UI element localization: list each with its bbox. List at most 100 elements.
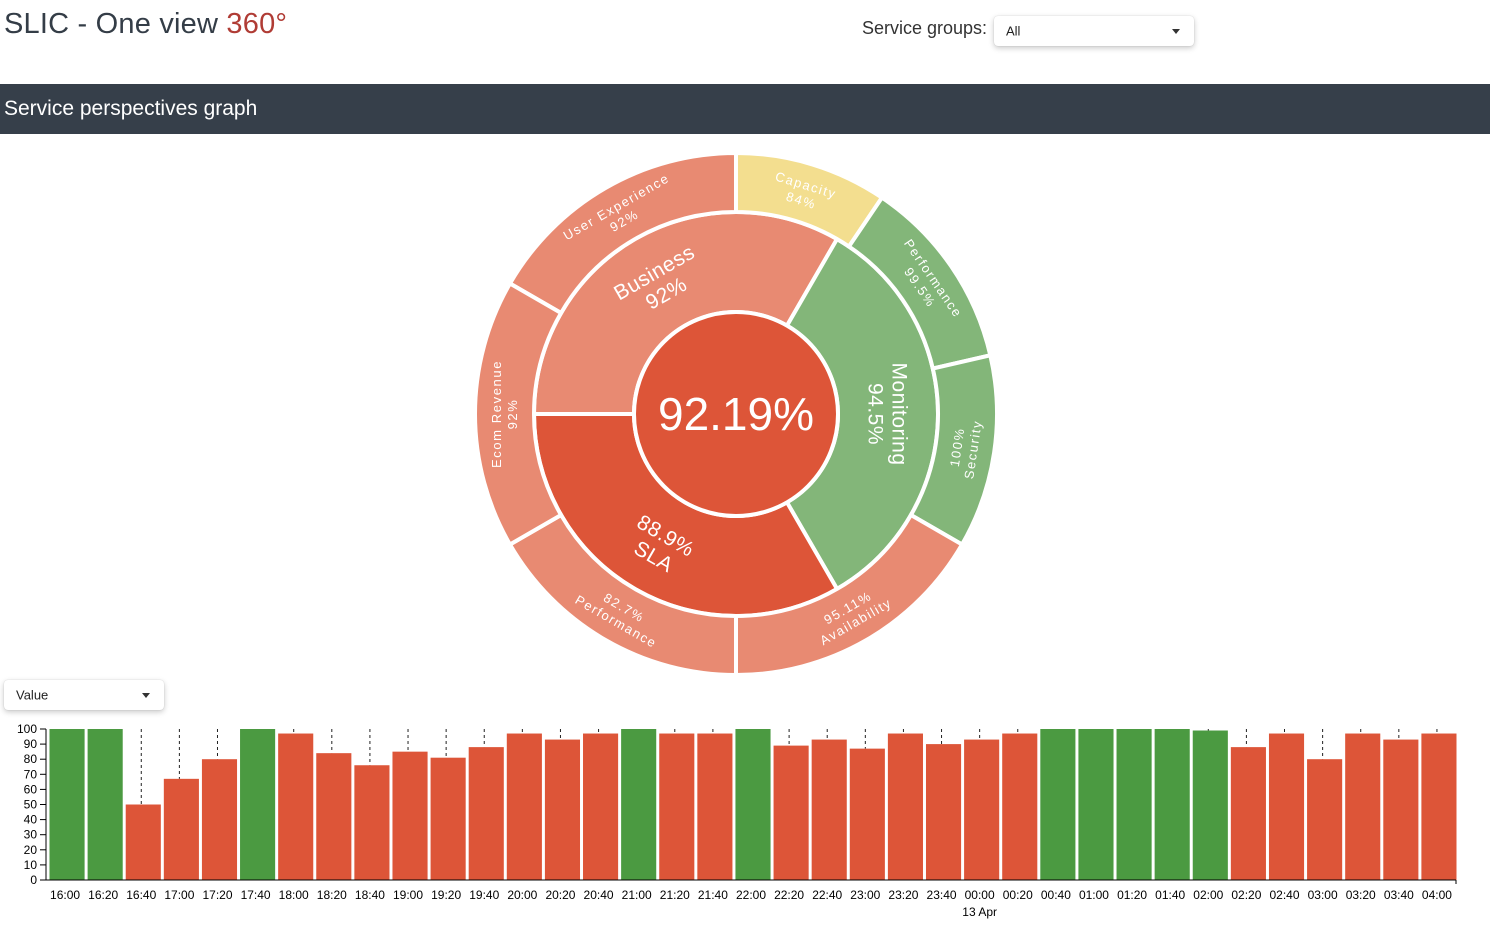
x-date-label: 13 Apr — [962, 905, 997, 919]
bar[interactable] — [544, 739, 581, 880]
bar[interactable] — [506, 733, 542, 880]
sunburst-label-monitoring-line: 94.5% — [863, 383, 886, 445]
y-tick-label: 30 — [24, 828, 38, 842]
y-tick-label: 100 — [17, 722, 37, 736]
bar[interactable] — [925, 744, 962, 880]
x-tick-label: 21:20 — [660, 888, 690, 902]
bar[interactable] — [583, 733, 619, 880]
bar[interactable] — [354, 765, 390, 880]
bar[interactable] — [811, 739, 847, 880]
x-tick-label: 16:20 — [88, 888, 118, 902]
bar[interactable] — [1383, 739, 1419, 880]
x-tick-label: 21:00 — [622, 888, 652, 902]
y-tick-label: 20 — [24, 843, 38, 857]
bar[interactable] — [1307, 759, 1343, 880]
bar[interactable] — [49, 729, 85, 880]
y-tick-label: 40 — [24, 813, 38, 827]
y-tick-label: 50 — [24, 798, 38, 812]
bar[interactable] — [1192, 730, 1228, 880]
bar[interactable] — [278, 733, 314, 880]
x-tick-label: 22:00 — [736, 888, 766, 902]
x-tick-label: 01:00 — [1079, 888, 1109, 902]
x-tick-label: 18:00 — [279, 888, 309, 902]
app-title: SLIC - One view 360° — [4, 8, 287, 41]
x-tick-label: 03:40 — [1384, 888, 1414, 902]
x-tick-label: 03:20 — [1346, 888, 1376, 902]
bar[interactable] — [125, 804, 161, 881]
bar[interactable] — [240, 729, 276, 880]
app-title-accent: 360° — [226, 8, 288, 40]
y-tick-label: 90 — [24, 737, 38, 751]
sunburst-label-monitoring-line: Monitoring — [887, 362, 910, 465]
sunburst-label-business-ecom-revenue-line: Ecom Revenue — [489, 360, 504, 468]
x-tick-label: 02:00 — [1193, 888, 1223, 902]
bar[interactable] — [1116, 729, 1152, 880]
y-tick-label: 60 — [24, 782, 38, 796]
x-tick-label: 02:40 — [1269, 888, 1299, 902]
x-tick-label: 17:40 — [241, 888, 271, 902]
bar[interactable] — [735, 729, 771, 880]
bar[interactable] — [697, 733, 733, 880]
bar[interactable] — [392, 751, 428, 880]
y-tick-label: 0 — [30, 873, 37, 887]
app-title-text: SLIC - One view — [4, 8, 219, 40]
bar[interactable] — [1268, 733, 1305, 880]
chevron-down-icon — [1172, 29, 1180, 34]
sunburst-label-business-ecom-revenue-line: 92% — [505, 399, 520, 430]
x-tick-label: 19:20 — [431, 888, 461, 902]
x-tick-label: 00:40 — [1041, 888, 1071, 902]
x-tick-label: 16:40 — [126, 888, 156, 902]
metric-select-value: Value — [16, 687, 49, 703]
sunburst-center[interactable] — [632, 310, 840, 518]
bar[interactable] — [163, 778, 199, 880]
y-tick-label: 70 — [24, 767, 38, 781]
bar[interactable] — [1078, 729, 1114, 880]
x-tick-label: 20:00 — [507, 888, 537, 902]
bar[interactable] — [430, 757, 466, 880]
section-header: Service perspectives graph — [0, 84, 1490, 134]
bar[interactable] — [964, 739, 1000, 880]
sunburst-segment-business-ecom-revenue[interactable] — [473, 280, 564, 548]
x-tick-label: 01:20 — [1117, 888, 1147, 902]
metric-select[interactable]: Value — [4, 680, 164, 710]
service-groups-value: All — [1006, 23, 1021, 39]
bar[interactable] — [659, 733, 695, 880]
bar[interactable] — [887, 733, 923, 880]
x-tick-label: 17:20 — [202, 888, 232, 902]
x-tick-label: 20:40 — [584, 888, 614, 902]
bar[interactable] — [87, 729, 123, 880]
x-tick-label: 18:40 — [355, 888, 385, 902]
x-tick-label: 23:40 — [927, 888, 957, 902]
x-tick-label: 21:40 — [698, 888, 728, 902]
bar[interactable] — [1345, 733, 1381, 880]
bar[interactable] — [1040, 729, 1076, 880]
x-tick-label: 20:20 — [545, 888, 575, 902]
bar[interactable] — [316, 753, 352, 880]
bar[interactable] — [468, 747, 504, 880]
chevron-down-icon — [142, 693, 150, 698]
service-groups-label: Service groups: — [862, 18, 988, 38]
x-tick-label: 17:00 — [164, 888, 194, 902]
sunburst-label-business-ecom-revenue: Ecom Revenue92% — [489, 360, 520, 468]
bar[interactable] — [773, 745, 809, 880]
bar[interactable] — [849, 748, 885, 880]
bar[interactable] — [201, 759, 238, 880]
x-tick-label: 02:20 — [1231, 888, 1261, 902]
bar[interactable] — [621, 729, 657, 880]
x-tick-label: 22:20 — [774, 888, 804, 902]
y-tick-label: 80 — [24, 752, 38, 766]
bar[interactable] — [1421, 733, 1457, 880]
x-tick-label: 00:00 — [965, 888, 995, 902]
x-tick-label: 04:00 — [1422, 888, 1452, 902]
x-tick-label: 03:00 — [1308, 888, 1338, 902]
x-tick-label: 18:20 — [317, 888, 347, 902]
x-tick-label: 23:00 — [850, 888, 880, 902]
bar[interactable] — [1154, 729, 1190, 880]
service-groups-select[interactable]: All — [994, 16, 1194, 46]
bar[interactable] — [1002, 733, 1038, 880]
y-tick-label: 10 — [24, 858, 38, 872]
sunburst-label-monitoring-security-line: 100% — [947, 426, 968, 467]
bar[interactable] — [1230, 747, 1266, 880]
